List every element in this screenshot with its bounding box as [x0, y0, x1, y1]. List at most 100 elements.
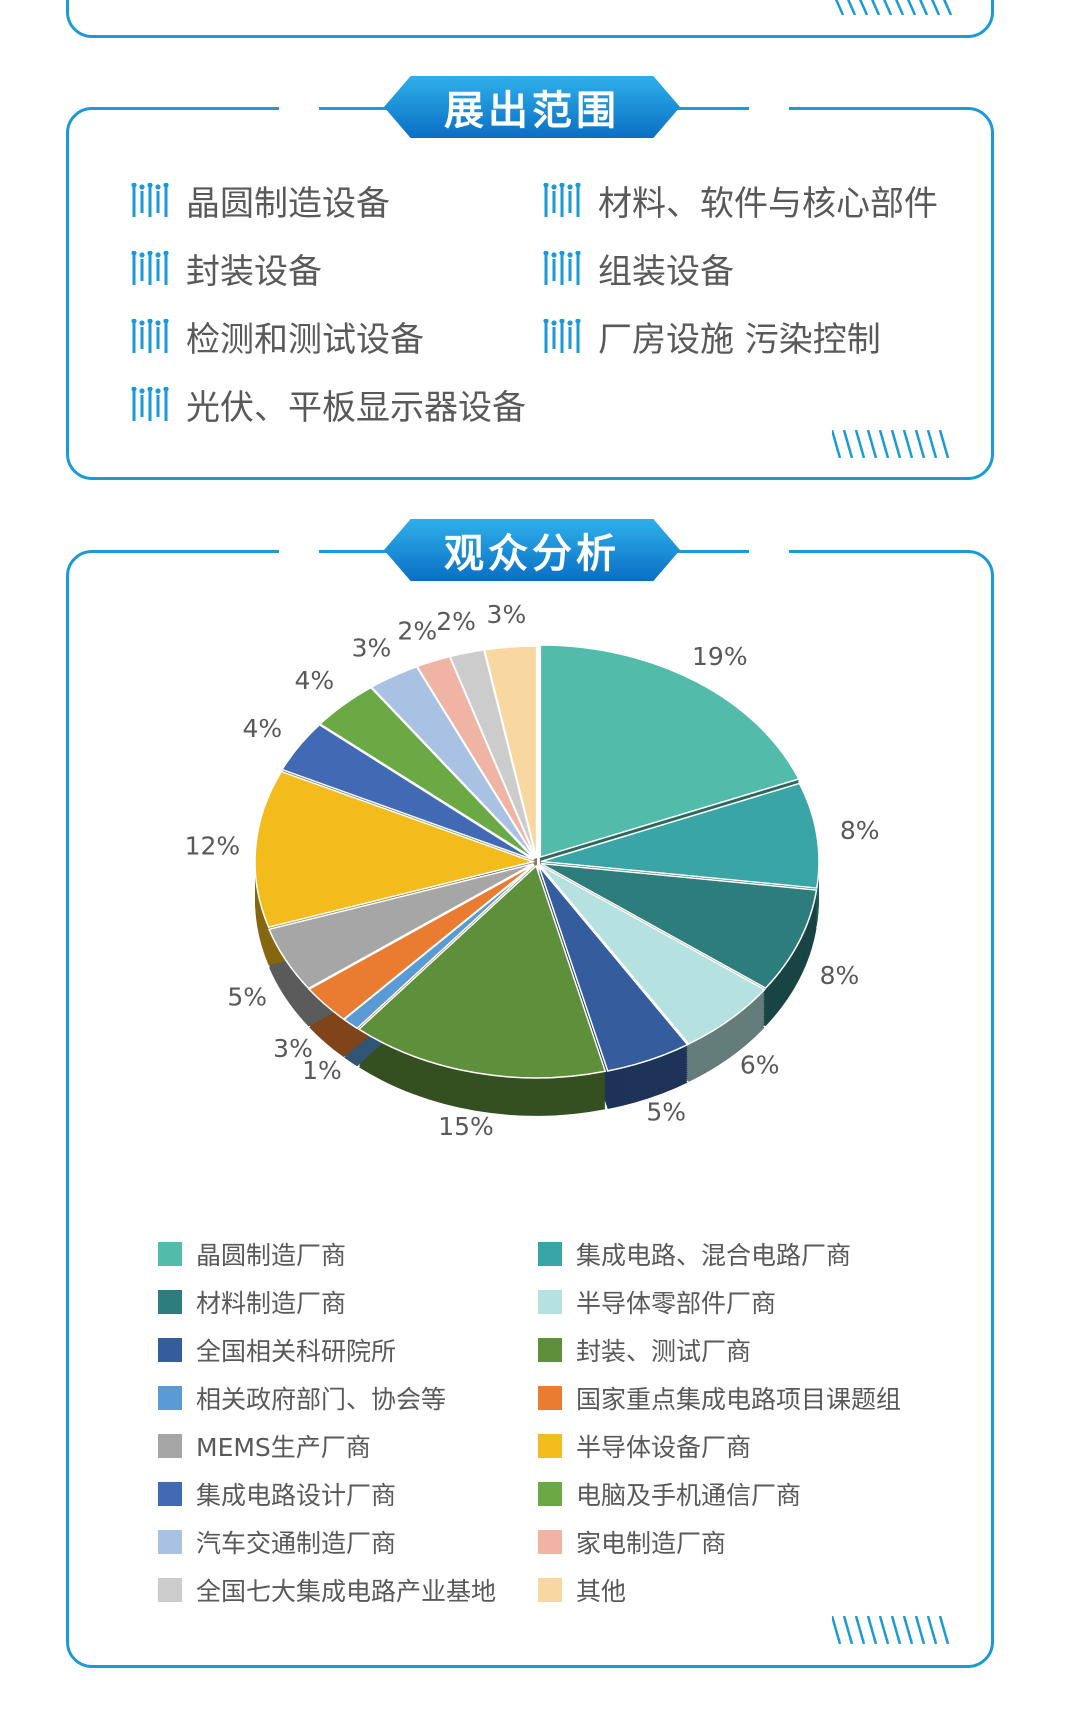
pie-slice: [540, 862, 818, 990]
legend-item: 材料制造厂商: [158, 1284, 346, 1320]
exhibit-item-label: 晶圆制造设备: [186, 184, 390, 224]
exhibit-item-label: 厂房设施 污染控制: [598, 320, 881, 360]
exhibit-scope-title: 展出范围: [384, 76, 680, 138]
legend-label: 晶圆制造厂商: [196, 1241, 347, 1270]
circuit-icon: [543, 318, 581, 353]
legend-swatch: [538, 1434, 562, 1458]
legend-label: 汽车交通制造厂商: [196, 1529, 397, 1558]
exhibit-item: 材料、软件与核心部件: [542, 176, 938, 225]
legend-label: 半导体设备厂商: [576, 1433, 752, 1462]
pie-slice: [539, 864, 766, 1045]
pie-slice: [318, 686, 535, 860]
circuit-icon: [131, 318, 169, 353]
legend-label: 国家重点集成电路项目课题组: [576, 1385, 902, 1414]
pie-data-label: 15%: [438, 1112, 494, 1141]
legend-label: 家电制造厂商: [576, 1529, 727, 1558]
pie-slice: [540, 782, 820, 889]
legend-swatch: [158, 1386, 182, 1410]
legend-label: 材料制造厂商: [196, 1289, 347, 1318]
legend-label: 其他: [576, 1577, 627, 1606]
exhibit-item: 检测和测试设备: [130, 312, 424, 361]
legend-swatch: [158, 1530, 182, 1554]
legend-swatch: [538, 1338, 562, 1362]
pie-slice: [539, 644, 800, 859]
pie-data-label: 3%: [352, 634, 392, 663]
legend-item: 集成电路设计厂商: [158, 1476, 396, 1512]
circuit-icon: [543, 182, 581, 217]
pie-data-label: 6%: [740, 1051, 780, 1080]
stripes-decoration: [832, 430, 950, 458]
legend-swatch: [538, 1386, 562, 1410]
exhibit-item: 厂房设施 污染控制: [542, 312, 881, 361]
legend-label: 集成电路、混合电路厂商: [576, 1241, 852, 1270]
pie-data-label: 8%: [840, 816, 880, 845]
exhibit-item-label: 检测和测试设备: [186, 320, 424, 360]
legend-item: 汽车交通制造厂商: [158, 1524, 396, 1560]
stripes-decoration: [832, 1616, 950, 1644]
previous-section-box: [66, 0, 994, 38]
legend-swatch: [538, 1530, 562, 1554]
legend-item: 其他: [538, 1572, 626, 1608]
legend-item: 国家重点集成电路项目课题组: [538, 1380, 901, 1416]
exhibit-item: 组装设备: [542, 244, 734, 293]
legend-swatch: [158, 1290, 182, 1314]
legend-label: 全国相关科研院所: [196, 1337, 397, 1366]
exhibit-scope-section: [66, 104, 994, 480]
pie-data-label: 3%: [487, 600, 527, 629]
exhibit-item: 封装设备: [130, 244, 322, 293]
circuit-icon: [131, 386, 169, 421]
legend-swatch: [158, 1338, 182, 1362]
pie-slice: [483, 645, 538, 859]
legend-label: 电脑及手机通信厂商: [576, 1481, 802, 1510]
pie-data-label: 19%: [692, 642, 748, 671]
legend-item: 半导体设备厂商: [538, 1428, 751, 1464]
legend-label: 全国七大集成电路产业基地: [196, 1577, 497, 1606]
legend-item: 半导体零部件厂商: [538, 1284, 776, 1320]
pie-data-label: 8%: [820, 961, 860, 990]
circuit-icon: [131, 250, 169, 285]
legend-item: 全国相关科研院所: [158, 1332, 396, 1368]
pie-slice: [537, 865, 689, 1072]
legend-swatch: [158, 1482, 182, 1506]
pie-slice: [268, 863, 534, 990]
legend-item: 全国七大集成电路产业基地: [158, 1572, 496, 1608]
legend-swatch: [158, 1434, 182, 1458]
legend-swatch: [538, 1242, 562, 1266]
audience-title: 观众分析: [384, 519, 680, 581]
exhibit-item-label: 材料、软件与核心部件: [598, 184, 938, 224]
legend-label: 相关政府部门、协会等: [196, 1385, 447, 1414]
exhibit-item-label: 组装设备: [598, 252, 734, 292]
pie-data-label: 5%: [646, 1097, 686, 1126]
circuit-icon: [543, 250, 581, 285]
pie-data-label: 5%: [227, 982, 267, 1011]
pie-data-label: 2%: [436, 607, 476, 636]
pie-data-label: 12%: [185, 831, 241, 860]
legend-label: MEMS生产厂商: [196, 1433, 371, 1462]
pie-data-label: 3%: [273, 1034, 313, 1063]
legend-item: 晶圆制造厂商: [158, 1236, 346, 1272]
legend-swatch: [538, 1482, 562, 1506]
legend-item: 相关政府部门、协会等: [158, 1380, 446, 1416]
pie-slice: [280, 723, 535, 861]
legend-label: 半导体零部件厂商: [576, 1289, 777, 1318]
pie-data-label: 4%: [243, 714, 283, 743]
circuit-icon: [131, 182, 169, 217]
stripes-decoration: [835, 0, 953, 15]
exhibit-item: 晶圆制造设备: [130, 176, 390, 225]
legend-item: 家电制造厂商: [538, 1524, 726, 1560]
legend-label: 集成电路设计厂商: [196, 1481, 397, 1510]
legend-label: 封装、测试厂商: [576, 1337, 752, 1366]
exhibit-item-label: 光伏、平板显示器设备: [186, 388, 526, 428]
legend-swatch: [158, 1242, 182, 1266]
exhibit-item-label: 封装设备: [186, 252, 322, 292]
legend-swatch: [538, 1578, 562, 1602]
pie-slice: [254, 770, 536, 929]
pie-data-label: 2%: [397, 616, 437, 645]
legend-swatch: [158, 1578, 182, 1602]
legend-item: 封装、测试厂商: [538, 1332, 751, 1368]
pie-data-label: 4%: [295, 666, 335, 695]
legend-item: MEMS生产厂商: [158, 1428, 371, 1464]
legend-item: 集成电路、混合电路厂商: [538, 1236, 851, 1272]
legend-swatch: [538, 1290, 562, 1314]
audience-pie-chart: 19%8%8%6%5%15%1%3%5%12%4%4%3%2% 2% 3%: [185, 600, 880, 1141]
